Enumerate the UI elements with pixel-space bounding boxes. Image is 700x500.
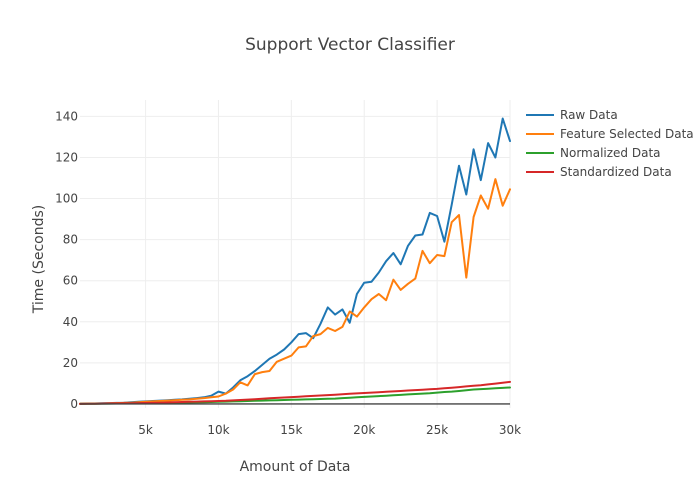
x-tick-label: 25k	[426, 423, 448, 437]
y-tick-label: 60	[63, 274, 78, 288]
series-line-raw-data	[79, 117, 511, 405]
y-tick-label: 100	[55, 192, 78, 206]
grid	[80, 100, 511, 408]
legend-item-standardized-data[interactable]: Standardized Data	[526, 165, 672, 179]
x-tick-label: 5k	[138, 423, 153, 437]
legend[interactable]: Raw Data Feature Selected Data Normalized …	[526, 108, 694, 179]
x-tick-label: 15k	[280, 423, 302, 437]
x-axis-title: Amount of Data	[240, 459, 351, 475]
x-tick-label: 20k	[353, 423, 375, 437]
y-tick-label: 0	[70, 397, 78, 411]
series-line-standardized-data	[79, 380, 511, 405]
series-line-feature-selected-data	[79, 178, 511, 405]
chart-title: Support Vector Classifier	[245, 35, 455, 55]
y-tick-label: 40	[63, 315, 78, 329]
y-tick-label: 120	[55, 150, 78, 164]
legend-item-normalized-data[interactable]: Normalized Data	[526, 146, 661, 160]
legend-label: Normalized Data	[560, 146, 661, 160]
legend-label: Feature Selected Data	[560, 127, 694, 141]
y-tick-label: 140	[55, 109, 78, 123]
legend-item-raw-data[interactable]: Raw Data	[526, 108, 618, 122]
plot-area	[79, 117, 511, 405]
legend-item-feature-selected-data[interactable]: Feature Selected Data	[526, 127, 694, 141]
legend-label: Raw Data	[560, 108, 618, 122]
y-axis-title: Time (Seconds)	[31, 205, 47, 314]
y-tick-label: 20	[63, 356, 78, 370]
axes: 0 20 40 60 80 100 120 140 5k 10k 15k 20k 25k 30k	[55, 109, 521, 437]
legend-label: Standardized Data	[560, 165, 672, 179]
x-tick-label: 10k	[207, 423, 229, 437]
y-tick-label: 80	[63, 233, 78, 247]
x-tick-label: 30k	[499, 423, 521, 437]
